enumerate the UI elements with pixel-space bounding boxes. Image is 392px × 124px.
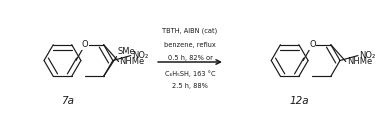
Text: O: O — [82, 40, 89, 49]
Text: 2.5 h, 88%: 2.5 h, 88% — [172, 83, 208, 89]
Text: NO₂: NO₂ — [132, 51, 148, 60]
Text: C₆H₅SH, 163 °C: C₆H₅SH, 163 °C — [165, 70, 215, 77]
Text: 0.5 h, 82% or: 0.5 h, 82% or — [168, 55, 212, 61]
Text: 12a: 12a — [290, 96, 309, 106]
Text: SMe: SMe — [118, 47, 135, 56]
Text: NHMe: NHMe — [120, 57, 145, 66]
Text: benzene, reflux: benzene, reflux — [164, 42, 216, 48]
Text: TBTH, AIBN (cat): TBTH, AIBN (cat) — [162, 28, 218, 34]
Text: NHMe: NHMe — [347, 57, 372, 66]
Text: NO₂: NO₂ — [359, 51, 375, 60]
Text: O: O — [309, 40, 316, 49]
Text: 7a: 7a — [61, 96, 74, 106]
